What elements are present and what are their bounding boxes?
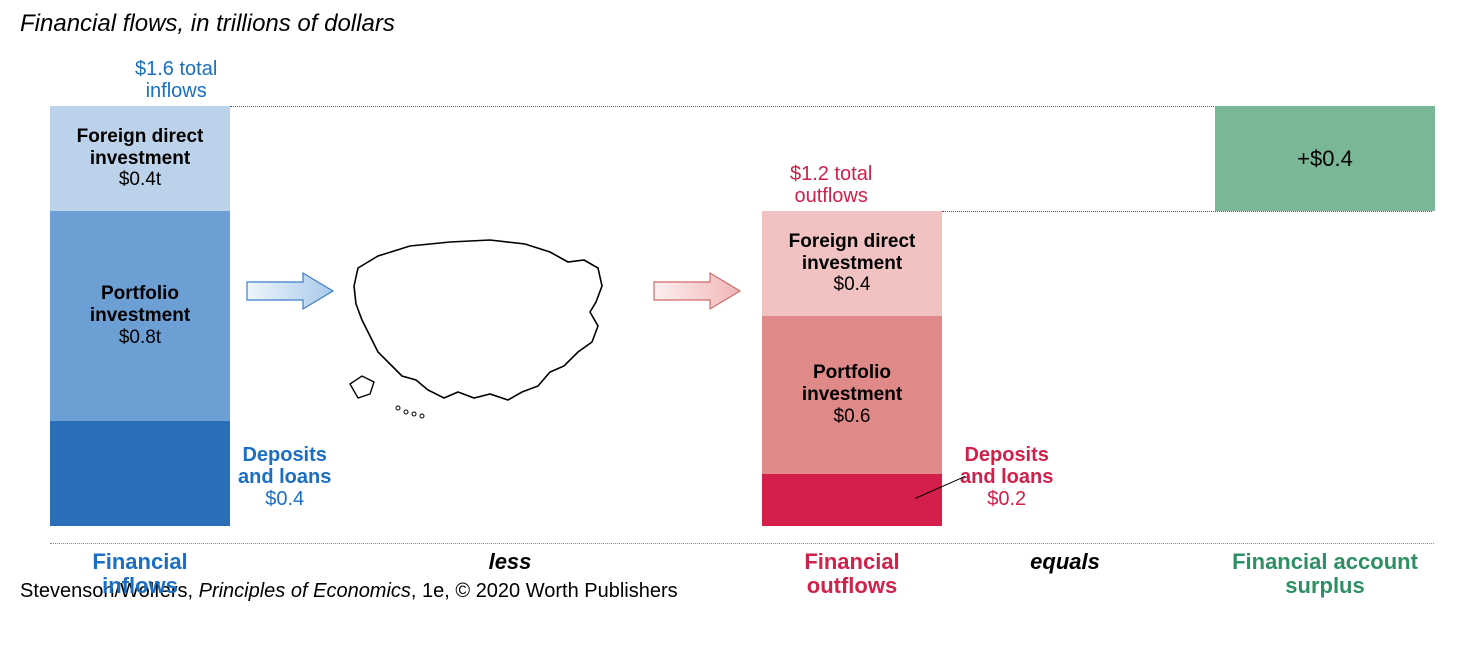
- axis-equals: equals: [1020, 550, 1110, 574]
- bar-segment: Foreign direct investment$0.4t: [50, 106, 230, 211]
- arrow-in-icon: [245, 271, 335, 311]
- bar-segment: Portfolio investment$0.8t: [50, 211, 230, 421]
- seg-value: $0.4t: [119, 169, 161, 191]
- out-dep-l1: Deposits: [964, 444, 1048, 466]
- bar-segment: [762, 474, 942, 527]
- seg-value: $0.8t: [119, 327, 161, 349]
- surplus-bar: +$0.4: [1215, 106, 1435, 211]
- ax-out-l1: Financial: [804, 549, 899, 574]
- outflows-deposits-label: Deposits and loans $0.2: [960, 444, 1053, 510]
- bar-segment: [50, 421, 230, 526]
- outflows-total-label: $1.2 total outflows: [790, 163, 872, 207]
- axis-inflows: Financial inflows: [50, 550, 230, 598]
- outflows-bar: Foreign direct investment$0.4Portfolio i…: [762, 211, 942, 526]
- bar-segment: Foreign direct investment$0.4: [762, 211, 942, 316]
- seg-label: Foreign direct investment: [50, 126, 230, 170]
- bar-segment: Portfolio investment$0.6: [762, 316, 942, 474]
- inflows-total-label: $1.6 total inflows: [135, 58, 217, 102]
- arrow-out-icon: [652, 271, 742, 311]
- axis-surplus: Financial account surplus: [1210, 550, 1440, 598]
- axis-baseline: Financial inflows less Financial outflow…: [50, 543, 1434, 544]
- seg-label: Portfolio investment: [762, 362, 942, 406]
- out-dep-l2: and loans: [960, 466, 1053, 488]
- chart-title: Financial flows, in trillions of dollars: [20, 10, 1444, 38]
- out-dep-val: $0.2: [987, 488, 1026, 510]
- in-dep-l2: and loans: [238, 466, 331, 488]
- inflows-total-line2: inflows: [146, 80, 207, 102]
- ax-in-l1: Financial: [92, 549, 187, 574]
- axis-outflows: Financial outflows: [762, 550, 942, 598]
- seg-value: $0.4: [834, 274, 871, 296]
- ax-sur-l2: surplus: [1285, 573, 1364, 598]
- outflows-total-line1: $1.2 total: [790, 163, 872, 185]
- chart-area: $1.6 total inflows Foreign direct invest…: [20, 46, 1444, 576]
- guide-outflow-top: [942, 211, 1432, 212]
- seg-value: $0.6: [834, 406, 871, 428]
- in-dep-val: $0.4: [265, 488, 304, 510]
- ax-in-l2: inflows: [102, 573, 178, 598]
- ax-sur-l1: Financial account: [1232, 549, 1418, 574]
- ax-out-l2: outflows: [807, 573, 897, 598]
- inflows-total-line1: $1.6 total: [135, 58, 217, 80]
- in-dep-l1: Deposits: [242, 444, 326, 466]
- credit-rest: , 1e, © 2020 Worth Publishers: [411, 580, 678, 602]
- us-map-icon: [340, 216, 640, 426]
- seg-label: Portfolio investment: [50, 283, 230, 327]
- outflows-total-line2: outflows: [794, 185, 867, 207]
- inflows-deposits-label: Deposits and loans $0.4: [238, 444, 331, 510]
- axis-less: less: [470, 550, 550, 574]
- credit-title: Principles of Economics: [199, 580, 411, 602]
- inflows-bar: Foreign direct investment$0.4tPortfolio …: [50, 106, 230, 526]
- seg-label: Foreign direct investment: [762, 231, 942, 275]
- surplus-value: +$0.4: [1297, 146, 1353, 172]
